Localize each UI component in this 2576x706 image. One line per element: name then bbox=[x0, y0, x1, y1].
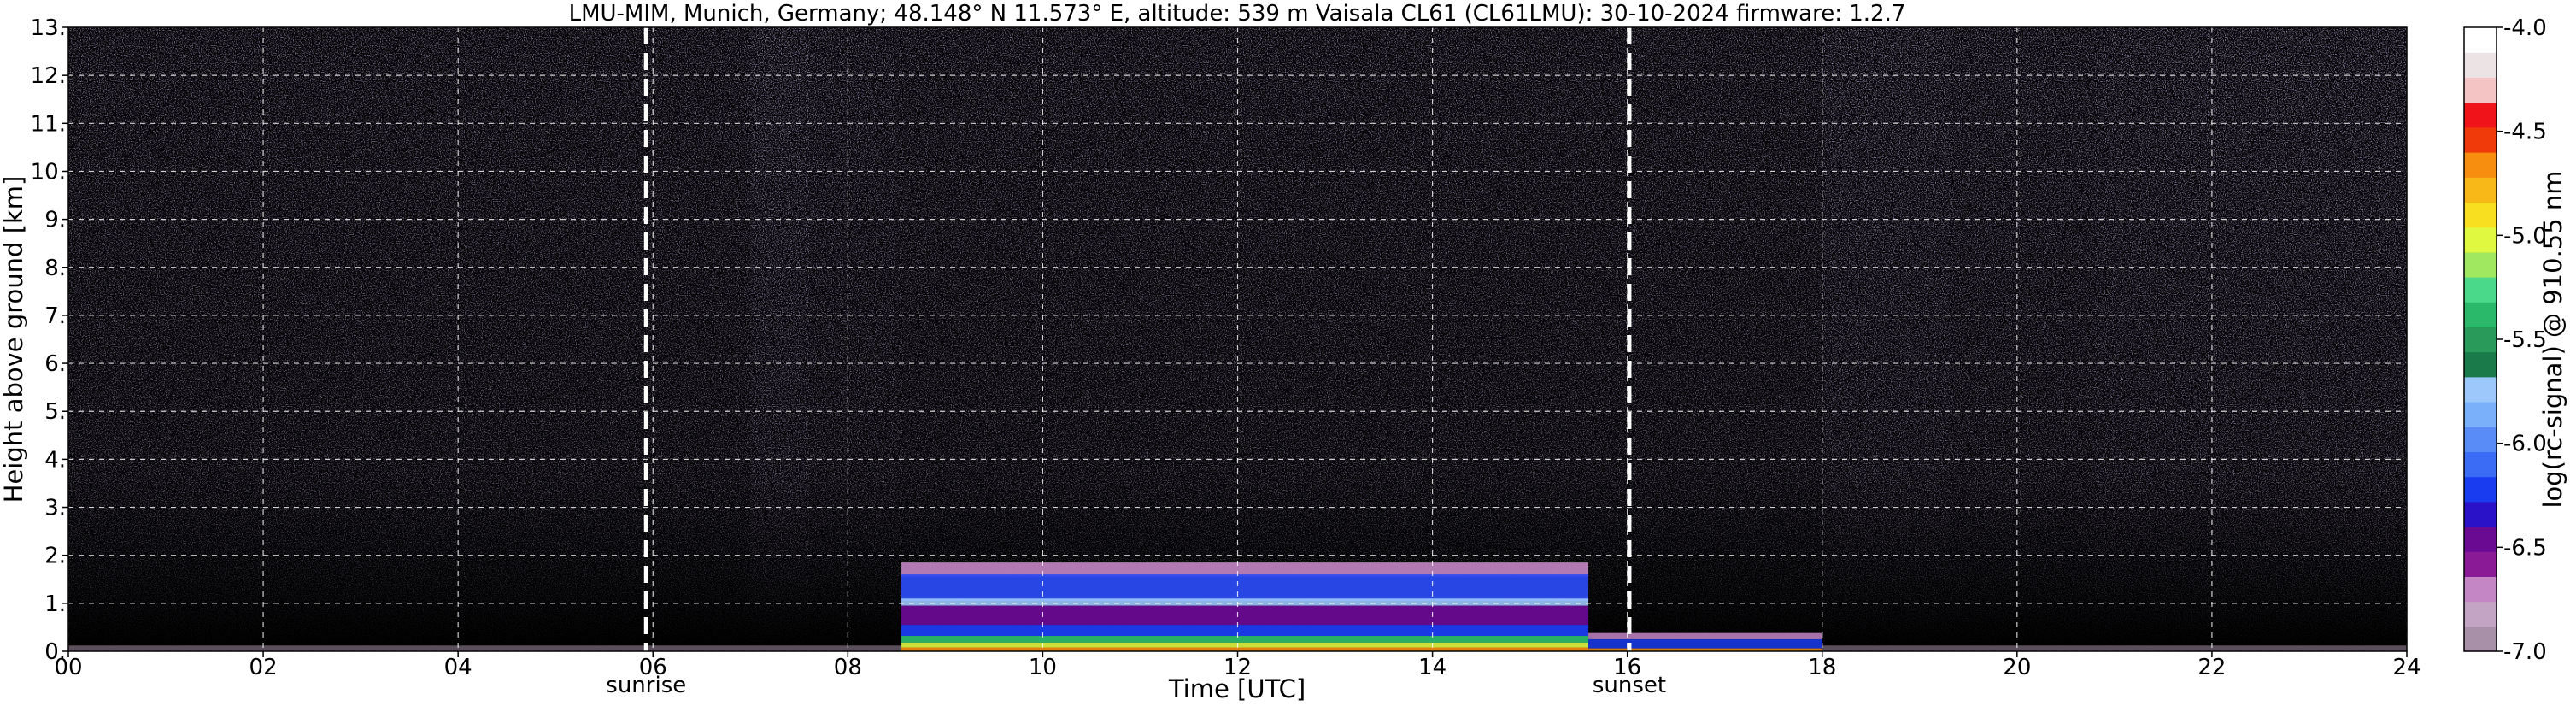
residual-layer-body bbox=[1588, 638, 1822, 649]
x-tick-label: 06 bbox=[639, 655, 667, 680]
colorbar-segment bbox=[2464, 327, 2497, 353]
x-tick-label: 00 bbox=[54, 655, 82, 680]
colorbar-tick-label: -7.0 bbox=[2503, 639, 2547, 665]
aerosol-layers bbox=[68, 562, 2407, 651]
colorbar-segment bbox=[2464, 126, 2497, 153]
event-markers bbox=[643, 27, 1632, 651]
x-tick-label: 18 bbox=[1808, 655, 1836, 680]
x-tick-label: 04 bbox=[444, 655, 472, 680]
colorbar-segment bbox=[2464, 576, 2497, 603]
plot-area bbox=[68, 27, 2407, 651]
colorbar-segment bbox=[2464, 601, 2497, 627]
y-axis-label: Height above ground [km] bbox=[0, 176, 28, 503]
x-tick-label: 22 bbox=[2198, 655, 2226, 680]
colorbar-segment bbox=[2464, 77, 2497, 103]
x-tick-label: 20 bbox=[2003, 655, 2031, 680]
residual-layer-base bbox=[1588, 648, 1822, 651]
marker-labels: sunrise sunset bbox=[606, 673, 1666, 698]
residual-layer-top bbox=[1588, 632, 1822, 639]
y-tick-label: 5. bbox=[44, 399, 66, 425]
colorbar bbox=[2463, 26, 2497, 652]
colorbar-label: log(rc-signal) @ 910.55 nm bbox=[2538, 170, 2567, 508]
y-tick-label: 1. bbox=[44, 591, 66, 617]
y-tick-label: 9. bbox=[44, 208, 66, 233]
y-tick-label: 11. bbox=[31, 111, 66, 137]
y-tick-label: 7. bbox=[44, 303, 66, 329]
y-tick-label: 0. bbox=[44, 639, 66, 665]
colorbar-segment bbox=[2464, 527, 2497, 552]
colorbar-tick-label: -4.5 bbox=[2503, 120, 2547, 145]
colorbar-segment bbox=[2464, 102, 2497, 128]
layer-green-band bbox=[901, 636, 1589, 643]
layer-top-edge bbox=[901, 562, 1589, 577]
y-tick-label: 3. bbox=[44, 496, 66, 521]
colorbar-segment bbox=[2464, 427, 2497, 452]
layer-lower-blue bbox=[901, 625, 1589, 637]
colorbar-segment bbox=[2464, 202, 2497, 228]
colorbar-segment bbox=[2464, 451, 2497, 478]
colorbar-segment bbox=[2464, 376, 2497, 403]
colorbar-segment bbox=[2464, 351, 2497, 378]
y-tick-label: 13. bbox=[31, 15, 66, 41]
x-tick-label: 24 bbox=[2392, 655, 2421, 680]
x-axis-label: Time [UTC] bbox=[1168, 674, 1306, 703]
y-tick-label: 12. bbox=[31, 63, 66, 89]
colorbar-segment bbox=[2464, 251, 2497, 278]
colorbar-segment bbox=[2464, 626, 2497, 652]
x-tick-label: 16 bbox=[1613, 655, 1641, 680]
y-tick-label: 10. bbox=[31, 159, 66, 185]
gridlines bbox=[68, 27, 2407, 651]
layer-yellow-band bbox=[901, 642, 1589, 648]
colorbar-segment bbox=[2464, 52, 2497, 78]
layer-orange-band bbox=[901, 647, 1589, 651]
y-tick-label: 6. bbox=[44, 351, 66, 377]
marker-label-sunset: sunset bbox=[1593, 673, 1666, 698]
colorbar-segment bbox=[2464, 551, 2497, 577]
x-tick-label: 02 bbox=[249, 655, 278, 680]
y-tick-label: 2. bbox=[44, 544, 66, 569]
y-tick-label: 8. bbox=[44, 256, 66, 281]
colorbar-segment bbox=[2464, 177, 2497, 203]
colorbar-segment bbox=[2464, 227, 2497, 253]
x-tick-label: 10 bbox=[1029, 655, 1057, 680]
colorbar-segment bbox=[2464, 152, 2497, 178]
colorbar-tick-label: -5.0 bbox=[2503, 223, 2547, 249]
colorbar-tick-label: -6.0 bbox=[2503, 432, 2547, 457]
colorbar-segment bbox=[2464, 302, 2497, 327]
colorbar-segment bbox=[2464, 402, 2497, 427]
colorbar-segment bbox=[2464, 476, 2497, 503]
surface-layer-morning bbox=[68, 645, 902, 651]
colorbar-segment bbox=[2464, 501, 2497, 527]
x-tick-label: 08 bbox=[834, 655, 862, 680]
y-tick-label: 4. bbox=[44, 447, 66, 473]
layer-light-band bbox=[901, 598, 1589, 606]
surface-layer-night bbox=[1822, 645, 2407, 651]
layer-purple-band bbox=[901, 605, 1589, 626]
x-axis-ticks: 00 02 04 06 08 10 12 14 16 18 20 22 24 bbox=[54, 651, 2421, 680]
x-tick-label: 12 bbox=[1223, 655, 1252, 680]
colorbar-tick-label: -4.0 bbox=[2503, 15, 2547, 41]
colorbar-segment bbox=[2464, 27, 2497, 53]
layer-upper-blue bbox=[901, 574, 1589, 602]
colorbar-segment bbox=[2464, 277, 2497, 303]
marker-label-sunrise: sunrise bbox=[606, 673, 686, 698]
colorbar-tick-label: -5.5 bbox=[2503, 327, 2547, 353]
y-axis-ticks: 0. 1. 2. 3. 4. 5. 6. 7. 8. 9. 10. 11. 12. 13. bbox=[31, 15, 68, 665]
colorbar-ticks: -4.0 -4.5 -5.0 -5.5 -6.0 -6.5 -7.0 bbox=[2497, 15, 2547, 665]
x-tick-label: 14 bbox=[1418, 655, 1446, 680]
colorbar-tick-label: -6.5 bbox=[2503, 535, 2547, 561]
chart-title: LMU-MIM, Munich, Germany; 48.148° N 11.5… bbox=[569, 1, 1906, 26]
